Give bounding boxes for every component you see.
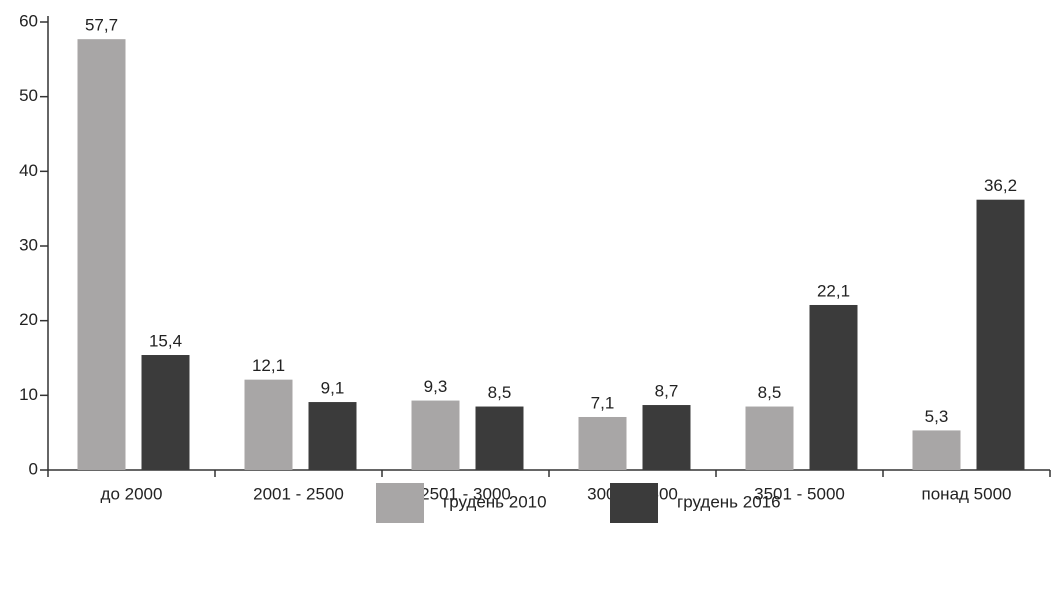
value-label: 12,1 [252,356,285,375]
x-tick-label: 2501 - 3000 [420,484,511,503]
value-label: 7,1 [591,393,615,412]
legend-label: грудень 2010 [443,492,547,511]
legend-swatch [376,483,424,523]
bar [244,379,293,470]
y-tick-label: 50 [19,86,38,105]
x-tick-label: понад 5000 [922,484,1012,503]
legend-label: грудень 2016 [677,492,781,511]
value-label: 22,1 [817,281,850,300]
bar [976,199,1025,470]
bar [578,416,627,470]
y-tick-label: 20 [19,310,38,329]
value-label: 8,5 [758,383,782,402]
value-label: 8,5 [488,383,512,402]
y-tick-label: 0 [29,459,38,478]
bar [308,402,357,470]
bar [642,405,691,470]
x-tick-label: до 2000 [101,484,163,503]
value-label: 9,1 [321,379,345,398]
bar [809,304,858,470]
value-label: 5,3 [925,407,949,426]
x-tick-label: 2001 - 2500 [253,484,344,503]
bar [475,406,524,470]
bar [745,406,794,470]
value-label: 9,3 [424,377,448,396]
y-tick-label: 30 [19,235,38,254]
y-tick-label: 60 [19,11,38,30]
y-tick-label: 40 [19,161,38,180]
value-label: 57,7 [85,16,118,35]
y-tick-label: 10 [19,385,38,404]
value-label: 8,7 [655,382,679,401]
value-label: 36,2 [984,176,1017,195]
bar [77,39,126,470]
bar [141,355,190,470]
value-label: 15,4 [149,331,182,350]
bar [912,430,961,470]
bar [411,400,460,470]
legend-swatch [610,483,658,523]
x-tick-label: 3501 - 5000 [754,484,845,503]
